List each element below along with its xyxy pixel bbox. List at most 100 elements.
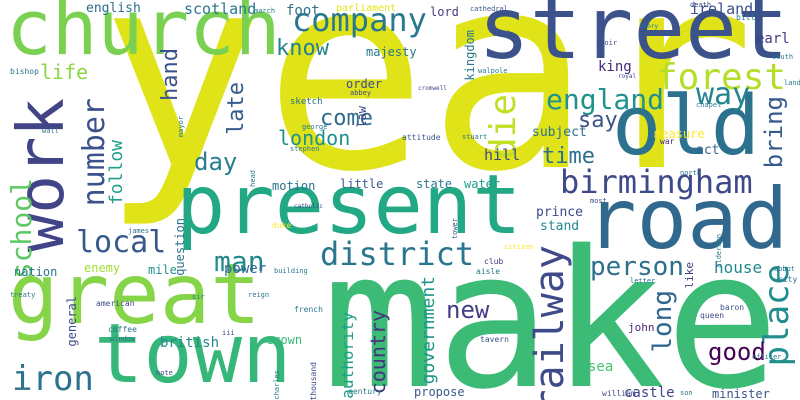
- cloud-word: royal: [618, 73, 637, 80]
- cloud-word: birmingham: [560, 163, 753, 201]
- cloud-word: road: [586, 170, 789, 268]
- cloud-word: chapel: [696, 101, 722, 109]
- cloud-word: hand: [158, 48, 183, 101]
- cloud-word: like: [683, 262, 696, 289]
- cloud-word: foot: [286, 3, 320, 19]
- cloud-word: abbot: [774, 265, 796, 273]
- cloud-word: power: [224, 261, 267, 277]
- cloud-word: company: [292, 1, 427, 39]
- cloud-word: way: [696, 77, 751, 112]
- cloud-word: government: [418, 276, 439, 385]
- cloud-word: walpole: [478, 67, 508, 75]
- cloud-word: tower: [451, 218, 459, 240]
- cloud-word: subject: [532, 125, 587, 140]
- cloud-word: tavern: [480, 335, 509, 344]
- cloud-word: late: [224, 82, 249, 135]
- cloud-word: british: [160, 335, 220, 351]
- cloud-word: most: [590, 197, 607, 205]
- cloud-word: general: [65, 296, 79, 347]
- cloud-word: william: [602, 389, 636, 398]
- cloud-word: street: [478, 0, 789, 79]
- cloud-word: law: [355, 106, 369, 128]
- cloud-word: little: [340, 177, 384, 191]
- cloud-word: charles: [273, 370, 281, 400]
- cloud-word: say: [578, 108, 618, 133]
- cloud-word: hill: [484, 146, 521, 164]
- cloud-word: cathedral: [470, 5, 508, 13]
- cloud-word: castle: [624, 385, 675, 400]
- cloud-word: propose: [414, 385, 465, 399]
- cloud-word: majesty: [366, 45, 417, 59]
- cloud-word: thousand: [309, 362, 318, 400]
- cloud-word: time: [542, 144, 595, 169]
- cloud-word: measure: [654, 127, 705, 141]
- cloud-word: water: [464, 177, 501, 191]
- cloud-word: man: [214, 245, 265, 278]
- cloud-word: son: [680, 389, 693, 397]
- cloud-word: kingdom: [463, 30, 477, 81]
- cloud-word: head: [249, 170, 257, 187]
- cloud-word: lord: [430, 5, 459, 19]
- cloud-word: mayor: [177, 116, 185, 138]
- cloud-word: english: [86, 1, 141, 16]
- cloud-word: prince: [536, 205, 583, 220]
- cloud-word: iii: [222, 329, 235, 337]
- cloud-word: motion: [272, 179, 316, 193]
- cloud-word: forest: [656, 57, 787, 98]
- cloud-word: ireland: [690, 0, 754, 18]
- cloud-word: present: [176, 158, 522, 253]
- cloud-word: nation: [14, 265, 58, 279]
- cloud-word: bill: [736, 13, 756, 22]
- cloud-word: north: [680, 169, 702, 177]
- cloud-word: citizen: [504, 243, 534, 251]
- cloud-word: death: [690, 1, 712, 9]
- cloud-word: good: [708, 338, 766, 366]
- cloud-word: old: [612, 79, 761, 174]
- cloud-word: window: [110, 335, 136, 343]
- cloud-word: stephen: [290, 145, 320, 153]
- cloud-word: war: [660, 137, 675, 146]
- cloud-word: wall: [42, 127, 59, 135]
- cloud-word: stand: [540, 219, 580, 234]
- cloud-word: day: [194, 148, 238, 176]
- cloud-word: aisle: [476, 267, 501, 276]
- cloud-word: act: [696, 143, 720, 158]
- cloud-word: state: [416, 177, 453, 191]
- cloud-word: sea: [588, 359, 614, 375]
- cloud-word: baron: [720, 303, 745, 312]
- cloud-word: reign: [248, 291, 270, 299]
- cloud-word: officer: [752, 353, 782, 361]
- cloud-word: east: [492, 29, 512, 38]
- cloud-word: century: [348, 387, 382, 396]
- cloud-word: note: [156, 369, 173, 377]
- cloud-word: sketch: [290, 97, 323, 107]
- cloud-word: enemy: [84, 261, 121, 275]
- cloud-word: catholic: [294, 203, 323, 210]
- cloud-word: scotland: [184, 0, 257, 18]
- cloud-word: bring: [760, 96, 788, 169]
- cloud-word: church: [6, 0, 281, 72]
- cloud-word: crown: [266, 333, 303, 347]
- cloud-word: new: [446, 296, 490, 324]
- cloud-word: stuart: [462, 133, 488, 141]
- cloud-word: john: [628, 321, 655, 334]
- cloud-word: building: [274, 267, 308, 275]
- cloud-word: queen: [700, 311, 725, 320]
- cloud-word: duke: [272, 221, 292, 230]
- cloud-word: life: [40, 60, 89, 84]
- cloud-word: coffee: [108, 325, 137, 334]
- cloud-word: aldermen: [715, 234, 723, 268]
- cloud-word: march: [254, 7, 276, 15]
- cloud-word: club: [484, 257, 504, 266]
- cloud-word: local: [76, 225, 167, 260]
- cloud-word: know: [276, 36, 329, 61]
- cloud-word: earl: [756, 31, 790, 47]
- cloud-word: authority: [338, 312, 357, 399]
- cloud-word: school: [5, 178, 38, 280]
- cloud-word: king: [598, 59, 632, 75]
- cloud-word: attitude: [402, 133, 441, 142]
- cloud-word: sir: [192, 293, 205, 301]
- cloud-word: parliament: [336, 3, 397, 14]
- cloud-word: mile: [148, 263, 177, 277]
